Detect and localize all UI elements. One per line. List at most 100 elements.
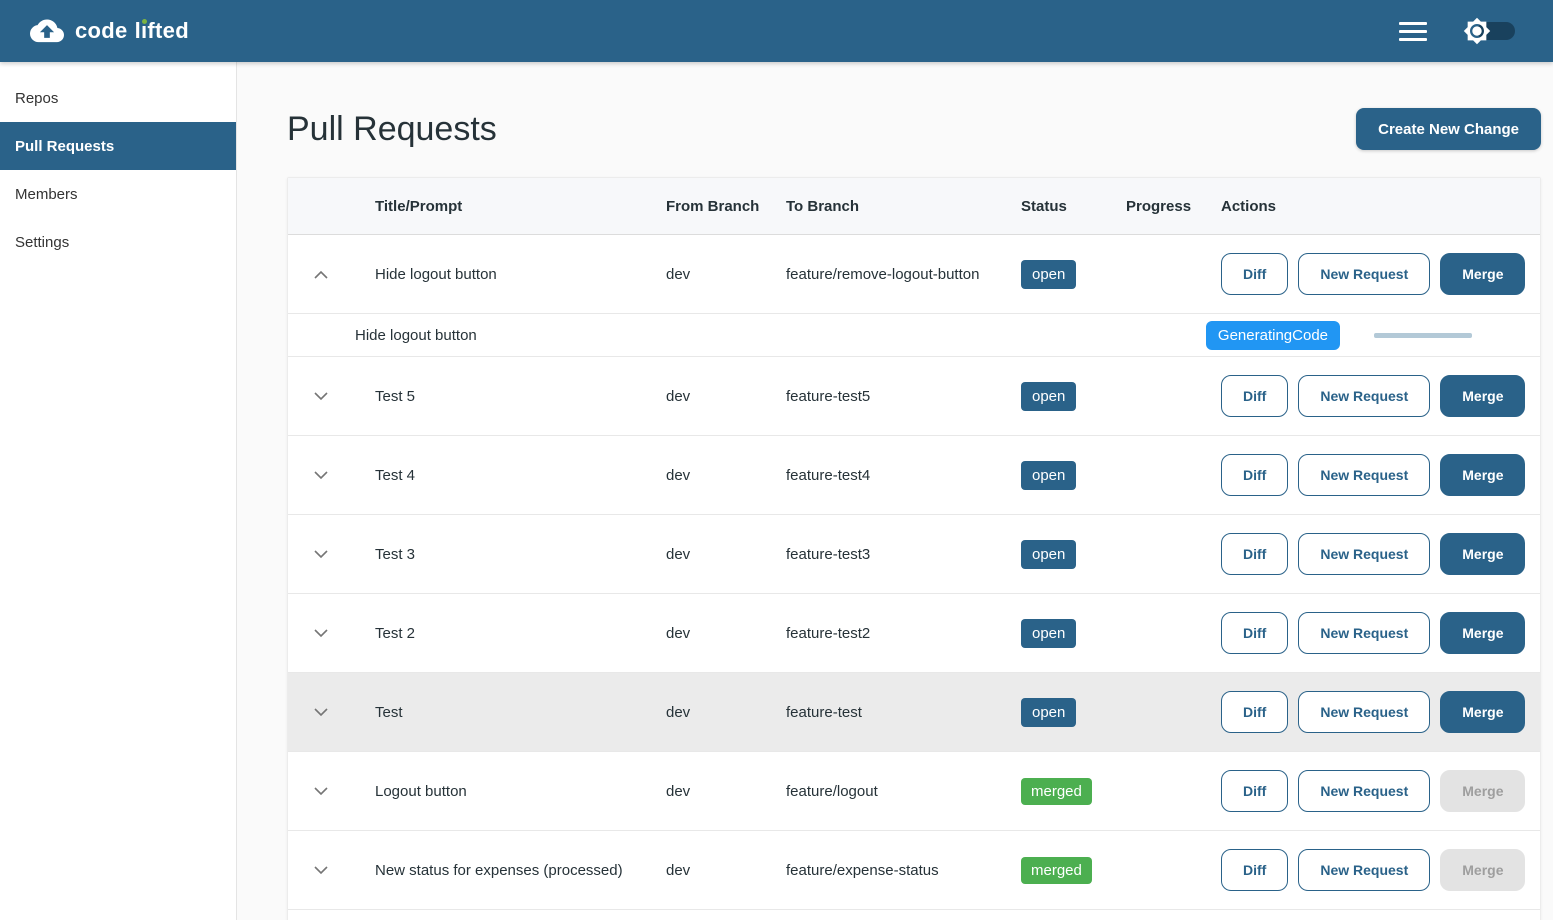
pr-to-branch: feature-test4 [786, 466, 871, 484]
expand-row-toggle[interactable] [288, 388, 354, 405]
table-row: New status for expenses (processed) dev … [288, 831, 1540, 910]
column-header-actions: Actions [1221, 197, 1277, 215]
new-request-button[interactable]: New Request [1298, 375, 1431, 417]
table-row: Test 2 dev feature-test2 open Diff New R… [288, 594, 1540, 673]
cloud-upload-logo-icon [30, 18, 64, 44]
diff-button[interactable]: Diff [1221, 612, 1289, 654]
brand-wordmark: code l ıfted [75, 18, 189, 44]
pr-from-branch: dev [666, 265, 691, 283]
pr-detail-row: Hide logout button GeneratingCode [288, 314, 1540, 357]
status-badge: open [1021, 539, 1077, 569]
table-body: Hide logout button dev feature/remove-lo… [288, 235, 1540, 910]
pr-to-branch: feature-test5 [786, 387, 871, 405]
pr-title: Test [375, 703, 403, 721]
merge-button[interactable]: Merge [1440, 253, 1526, 295]
merge-button[interactable]: Merge [1440, 691, 1526, 733]
pr-detail-prompt: Hide logout button [355, 326, 477, 344]
brand: code l ıfted [30, 18, 189, 44]
merge-button[interactable]: Merge [1440, 533, 1526, 575]
pr-title: Test 2 [375, 624, 416, 642]
table-row: Test 5 dev feature-test5 open Diff New R… [288, 357, 1540, 436]
pull-requests-table: Title/Prompt From Branch To Branch Statu… [287, 177, 1541, 920]
table-row: Test 4 dev feature-test4 open Diff New R… [288, 436, 1540, 515]
chevron-down-icon [314, 862, 328, 879]
green-i-dot [141, 19, 147, 24]
expand-row-toggle[interactable] [288, 266, 354, 283]
sidebar-item-members[interactable]: Members [0, 170, 236, 218]
pr-from-branch: dev [666, 782, 691, 800]
sidebar-item-label: Pull Requests [15, 137, 115, 155]
merge-button[interactable]: Merge [1440, 454, 1526, 496]
column-header-status: Status [1021, 197, 1067, 215]
expand-row-toggle[interactable] [288, 862, 354, 879]
expand-row-toggle[interactable] [288, 546, 354, 563]
brand-word-code: code [75, 18, 128, 43]
sidebar-item-label: Members [15, 185, 78, 203]
pr-title: Hide logout button [375, 265, 497, 283]
chevron-up-icon [314, 266, 328, 283]
status-badge: open [1021, 259, 1077, 289]
new-request-button[interactable]: New Request [1298, 253, 1431, 295]
status-badge: merged [1021, 856, 1092, 884]
diff-button[interactable]: Diff [1221, 533, 1289, 575]
merge-button: Merge [1440, 849, 1526, 891]
column-header-progress: Progress [1126, 197, 1192, 215]
pr-from-branch: dev [666, 861, 691, 879]
diff-button[interactable]: Diff [1221, 691, 1289, 733]
theme-toggle[interactable] [1463, 17, 1515, 45]
pr-title: Test 4 [375, 466, 416, 484]
pr-title: New status for expenses (processed) [375, 861, 623, 879]
table-row-partial [288, 910, 1540, 920]
progress-bar [1374, 332, 1472, 338]
brightness-sun-icon [1463, 17, 1491, 50]
expand-row-toggle[interactable] [288, 783, 354, 800]
pr-from-branch: dev [666, 703, 691, 721]
new-request-button[interactable]: New Request [1298, 691, 1431, 733]
pr-from-branch: dev [666, 466, 691, 484]
table-row: Logout button dev feature/logout merged … [288, 752, 1540, 831]
pr-to-branch: feature-test2 [786, 624, 871, 642]
generating-stage-badge: GeneratingCode [1205, 320, 1340, 350]
pr-title: Test 3 [375, 545, 416, 563]
create-new-change-button[interactable]: Create New Change [1356, 108, 1541, 150]
table-header-row: Title/Prompt From Branch To Branch Statu… [288, 178, 1540, 235]
expand-row-toggle[interactable] [288, 467, 354, 484]
diff-button[interactable]: Diff [1221, 375, 1289, 417]
sidebar-item-repos[interactable]: Repos [0, 74, 236, 122]
pr-title: Logout button [375, 782, 467, 800]
chevron-down-icon [314, 546, 328, 563]
status-badge: open [1021, 460, 1077, 490]
status-badge: merged [1021, 777, 1092, 805]
expand-row-toggle[interactable] [288, 625, 354, 642]
diff-button[interactable]: Diff [1221, 770, 1289, 812]
pr-from-branch: dev [666, 387, 691, 405]
table-row: Test dev feature-test open Diff New Requ… [288, 673, 1540, 752]
hamburger-menu-icon[interactable] [1397, 18, 1429, 45]
new-request-button[interactable]: New Request [1298, 454, 1431, 496]
sidebar-item-settings[interactable]: Settings [0, 218, 236, 266]
new-request-button[interactable]: New Request [1298, 533, 1431, 575]
diff-button[interactable]: Diff [1221, 849, 1289, 891]
column-header-to-branch: To Branch [786, 197, 860, 215]
column-header-from-branch: From Branch [666, 197, 760, 215]
column-header-title: Title/Prompt [375, 197, 463, 215]
expand-row-toggle[interactable] [288, 704, 354, 721]
sidebar-item-label: Settings [15, 233, 70, 251]
merge-button[interactable]: Merge [1440, 612, 1526, 654]
diff-button[interactable]: Diff [1221, 454, 1289, 496]
pr-to-branch: feature/remove-logout-button [786, 265, 980, 283]
pr-from-branch: dev [666, 624, 691, 642]
table-row: Test 3 dev feature-test3 open Diff New R… [288, 515, 1540, 594]
pr-to-branch: feature/expense-status [786, 861, 939, 879]
chevron-down-icon [314, 704, 328, 721]
sidebar-item-pull-requests[interactable]: Pull Requests [0, 122, 236, 170]
diff-button[interactable]: Diff [1221, 253, 1289, 295]
chevron-down-icon [314, 625, 328, 642]
new-request-button[interactable]: New Request [1298, 770, 1431, 812]
merge-button[interactable]: Merge [1440, 375, 1526, 417]
new-request-button[interactable]: New Request [1298, 612, 1431, 654]
brand-word-lifted: l ıfted [134, 18, 189, 43]
new-request-button[interactable]: New Request [1298, 849, 1431, 891]
table-row: Hide logout button dev feature/remove-lo… [288, 235, 1540, 314]
status-badge: open [1021, 618, 1077, 648]
